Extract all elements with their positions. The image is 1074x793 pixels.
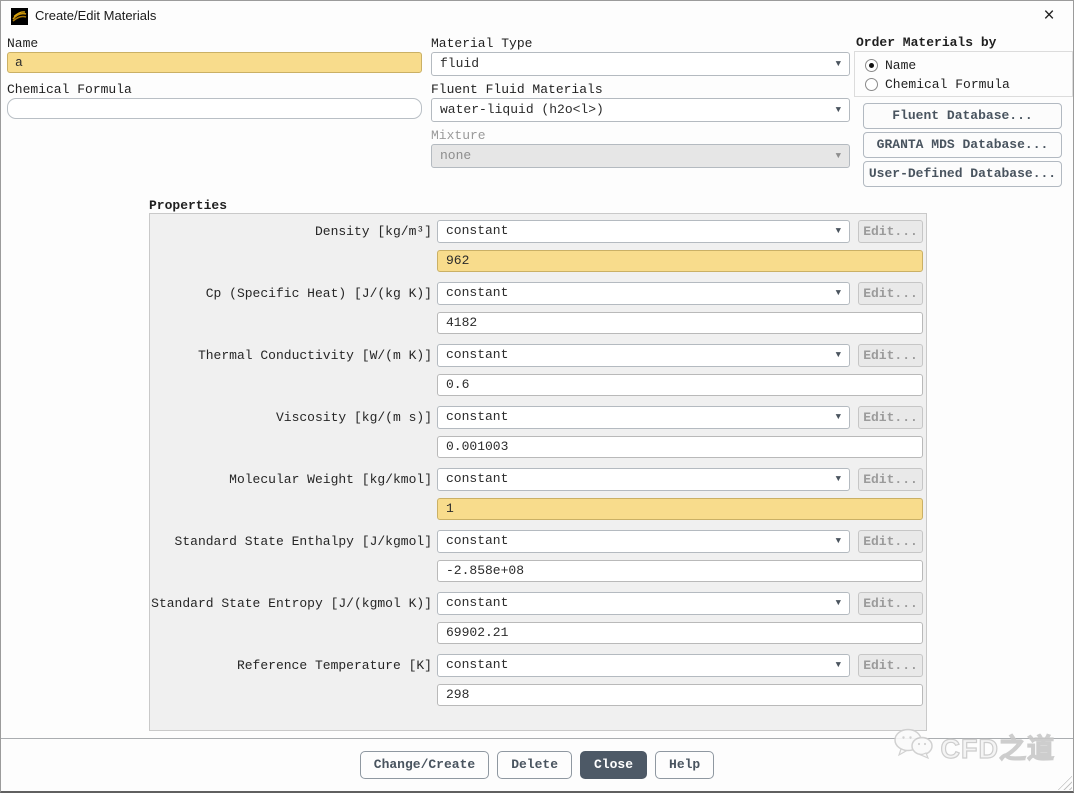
user-defined-database-button[interactable]: User-Defined Database... <box>863 161 1062 187</box>
property-method-dropdown[interactable]: constant ▼ <box>437 406 850 429</box>
property-row-standard-state-entropy: Standard State Entropy [J/(kgmol K)] con… <box>150 592 926 650</box>
edit-button: Edit... <box>858 406 923 429</box>
titlebar: Create/Edit Materials × <box>1 1 1073 31</box>
chemical-formula-input[interactable] <box>7 98 422 119</box>
property-value-input[interactable]: 298 <box>437 684 923 706</box>
radio-label: Name <box>885 57 917 73</box>
chevron-down-icon: ▼ <box>835 536 841 546</box>
property-value-input[interactable]: -2.858e+08 <box>437 560 923 582</box>
close-icon[interactable]: × <box>1043 5 1055 26</box>
edit-button: Edit... <box>858 344 923 367</box>
material-type-value: fluid <box>440 56 480 71</box>
watermark-text: CFD之道 <box>940 733 1055 764</box>
property-label: Standard State Entropy [J/(kgmol K)] <box>151 596 432 611</box>
property-row-viscosity: Viscosity [kg/(m s)] constant ▼ Edit... … <box>150 406 926 464</box>
radio-label: Chemical Formula <box>885 76 1010 92</box>
fluent-fluid-materials-value: water-liquid (h2o<l>) <box>440 102 604 117</box>
mixture-label: Mixture <box>431 128 486 143</box>
property-method-dropdown[interactable]: constant ▼ <box>437 282 850 305</box>
order-materials-by-group: Name Chemical Formula <box>854 51 1073 97</box>
radio-selected-icon[interactable] <box>865 58 878 72</box>
dropdown-value: constant <box>446 471 509 486</box>
properties-panel: Density [kg/m³] constant ▼ Edit... 962 C… <box>149 213 927 731</box>
dropdown-value: constant <box>446 347 509 362</box>
edit-button: Edit... <box>858 592 923 615</box>
chevron-down-icon: ▼ <box>835 474 841 484</box>
chevron-down-icon: ▼ <box>835 598 841 608</box>
property-row-cp: Cp (Specific Heat) [J/(kg K)] constant ▼… <box>150 282 926 340</box>
property-row-thermal-conductivity: Thermal Conductivity [W/(m K)] constant … <box>150 344 926 402</box>
property-method-dropdown[interactable]: constant ▼ <box>437 468 850 491</box>
property-label: Thermal Conductivity [W/(m K)] <box>197 348 432 363</box>
dropdown-value: constant <box>446 657 509 672</box>
property-value-input[interactable]: 0.6 <box>437 374 923 396</box>
mixture-value: none <box>440 148 472 163</box>
chevron-down-icon: ▼ <box>835 59 841 69</box>
dropdown-value: constant <box>446 409 509 424</box>
chevron-down-icon: ▼ <box>835 288 841 298</box>
chevron-down-icon: ▼ <box>835 151 841 161</box>
property-label: Cp (Specific Heat) [J/(kg K)] <box>205 286 432 301</box>
footer-button-bar: Change/Create Delete Close Help <box>1 751 1073 779</box>
window-title: Create/Edit Materials <box>35 8 157 23</box>
property-row-reference-temperature: Reference Temperature [K] constant ▼ Edi… <box>150 654 926 712</box>
property-method-dropdown[interactable]: constant ▼ <box>437 530 850 553</box>
chevron-down-icon: ▼ <box>835 412 841 422</box>
property-method-dropdown[interactable]: constant ▼ <box>437 654 850 677</box>
edit-button: Edit... <box>858 468 923 491</box>
property-row-density: Density [kg/m³] constant ▼ Edit... 962 <box>150 220 926 278</box>
order-by-chemical-formula-option[interactable]: Chemical Formula <box>865 76 1010 92</box>
chevron-down-icon: ▼ <box>835 226 841 236</box>
property-label: Viscosity [kg/(m s)] <box>275 410 432 425</box>
close-button[interactable]: Close <box>580 751 648 779</box>
chevron-down-icon: ▼ <box>835 660 841 670</box>
property-label: Standard State Enthalpy [J/kgmol] <box>174 534 432 549</box>
wechat-icon <box>893 727 935 766</box>
property-value-input[interactable]: 4182 <box>437 312 923 334</box>
material-type-label: Material Type <box>431 36 533 51</box>
mixture-dropdown: none ▼ <box>431 144 850 168</box>
edit-button: Edit... <box>858 282 923 305</box>
name-input[interactable]: a <box>7 52 422 73</box>
fluent-fluid-materials-dropdown[interactable]: water-liquid (h2o<l>) ▼ <box>431 98 850 122</box>
property-value-input[interactable]: 0.001003 <box>437 436 923 458</box>
fluent-logo-icon <box>11 8 28 25</box>
property-method-dropdown[interactable]: constant ▼ <box>437 344 850 367</box>
property-value-input[interactable]: 962 <box>437 250 923 272</box>
name-label: Name <box>7 36 39 51</box>
chevron-down-icon: ▼ <box>835 105 841 115</box>
edit-button: Edit... <box>858 530 923 553</box>
material-type-dropdown[interactable]: fluid ▼ <box>431 52 850 76</box>
property-value-input[interactable]: 69902.21 <box>437 622 923 644</box>
order-materials-by-label: Order Materials by <box>856 35 997 50</box>
footer-separator <box>1 738 1073 739</box>
property-method-dropdown[interactable]: constant ▼ <box>437 592 850 615</box>
chevron-down-icon: ▼ <box>835 350 841 360</box>
property-label: Molecular Weight [kg/kmol] <box>229 472 432 487</box>
fluent-database-button[interactable]: Fluent Database... <box>863 103 1062 129</box>
properties-label: Properties <box>149 198 228 213</box>
granta-mds-database-button[interactable]: GRANTA MDS Database... <box>863 132 1062 158</box>
property-value-input[interactable]: 1 <box>437 498 923 520</box>
property-label: Density [kg/m³] <box>314 224 432 239</box>
fluent-fluid-materials-label: Fluent Fluid Materials <box>431 82 603 97</box>
property-method-dropdown[interactable]: constant ▼ <box>437 220 850 243</box>
property-row-standard-state-enthalpy: Standard State Enthalpy [J/kgmol] consta… <box>150 530 926 588</box>
edit-button: Edit... <box>858 654 923 677</box>
order-by-name-option[interactable]: Name <box>865 57 916 73</box>
delete-button[interactable]: Delete <box>497 751 572 779</box>
chemical-formula-label: Chemical Formula <box>7 82 132 97</box>
help-button[interactable]: Help <box>655 751 715 779</box>
edit-button: Edit... <box>858 220 923 243</box>
dropdown-value: constant <box>446 285 509 300</box>
property-row-molecular-weight: Molecular Weight [kg/kmol] constant ▼ Ed… <box>150 468 926 526</box>
dropdown-value: constant <box>446 533 509 548</box>
dropdown-value: constant <box>446 223 509 238</box>
property-label: Reference Temperature [K] <box>236 658 432 673</box>
watermark: CFD之道 <box>893 727 1056 766</box>
dropdown-value: constant <box>446 595 509 610</box>
change-create-button[interactable]: Change/Create <box>359 751 490 779</box>
radio-unselected-icon[interactable] <box>865 77 878 91</box>
